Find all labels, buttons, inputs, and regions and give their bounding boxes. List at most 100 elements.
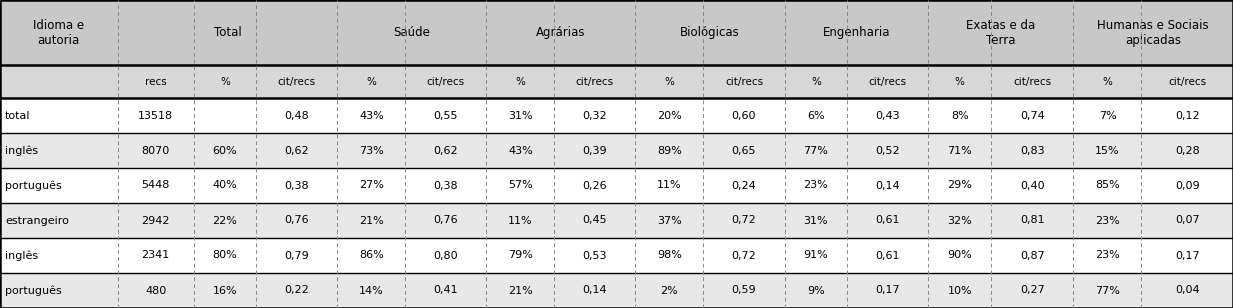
Text: 8%: 8% — [951, 111, 969, 120]
Text: 0,79: 0,79 — [285, 250, 309, 261]
Text: 0,14: 0,14 — [583, 286, 607, 295]
Text: 91%: 91% — [804, 250, 829, 261]
Bar — [0, 238, 1233, 273]
Text: 77%: 77% — [1095, 286, 1120, 295]
Text: 0,38: 0,38 — [285, 180, 309, 191]
Bar — [0, 0, 1233, 65]
Text: 0,43: 0,43 — [875, 111, 900, 120]
Text: 60%: 60% — [212, 145, 237, 156]
Text: 0,52: 0,52 — [875, 145, 900, 156]
Text: Saúde: Saúde — [393, 26, 430, 39]
Text: 2942: 2942 — [142, 216, 170, 225]
Text: 0,76: 0,76 — [285, 216, 309, 225]
Text: 0,59: 0,59 — [731, 286, 756, 295]
Bar — [0, 98, 1233, 133]
Text: 23%: 23% — [804, 180, 829, 191]
Text: Humanas e Sociais
aplicadas: Humanas e Sociais aplicadas — [1097, 18, 1210, 47]
Text: 0,09: 0,09 — [1175, 180, 1200, 191]
Text: 0,72: 0,72 — [731, 216, 756, 225]
Text: 0,60: 0,60 — [731, 111, 756, 120]
Bar — [0, 65, 1233, 98]
Text: 2341: 2341 — [142, 250, 170, 261]
Text: 0,17: 0,17 — [1175, 250, 1200, 261]
Text: %: % — [366, 76, 376, 87]
Text: 0,45: 0,45 — [583, 216, 607, 225]
Text: 0,55: 0,55 — [434, 111, 459, 120]
Text: 5448: 5448 — [142, 180, 170, 191]
Text: %: % — [515, 76, 525, 87]
Text: 0,72: 0,72 — [731, 250, 756, 261]
Text: 85%: 85% — [1095, 180, 1120, 191]
Text: 0,38: 0,38 — [434, 180, 459, 191]
Text: 23%: 23% — [1095, 250, 1120, 261]
Text: 90%: 90% — [947, 250, 972, 261]
Text: 0,22: 0,22 — [285, 286, 309, 295]
Text: 14%: 14% — [359, 286, 383, 295]
Text: 29%: 29% — [947, 180, 972, 191]
Text: cit/recs: cit/recs — [1168, 76, 1206, 87]
Text: 71%: 71% — [947, 145, 972, 156]
Text: cit/recs: cit/recs — [1014, 76, 1052, 87]
Text: português: português — [5, 180, 62, 191]
Text: 11%: 11% — [508, 216, 533, 225]
Text: estrangeiro: estrangeiro — [5, 216, 69, 225]
Text: 0,83: 0,83 — [1020, 145, 1044, 156]
Text: 0,24: 0,24 — [731, 180, 756, 191]
Text: 80%: 80% — [212, 250, 237, 261]
Text: Biológicas: Biológicas — [681, 26, 740, 39]
Text: inglês: inglês — [5, 145, 38, 156]
Text: %: % — [219, 76, 229, 87]
Text: 0,04: 0,04 — [1175, 286, 1200, 295]
Text: 0,40: 0,40 — [1020, 180, 1044, 191]
Text: recs: recs — [144, 76, 166, 87]
Text: 0,53: 0,53 — [583, 250, 607, 261]
Text: 0,14: 0,14 — [875, 180, 900, 191]
Text: 0,07: 0,07 — [1175, 216, 1200, 225]
Text: 73%: 73% — [359, 145, 383, 156]
Text: Idioma e
autoria: Idioma e autoria — [33, 18, 84, 47]
Text: 0,87: 0,87 — [1020, 250, 1044, 261]
Text: 32%: 32% — [947, 216, 972, 225]
Text: 0,41: 0,41 — [434, 286, 459, 295]
Text: 31%: 31% — [508, 111, 533, 120]
Text: %: % — [954, 76, 964, 87]
Text: 0,65: 0,65 — [731, 145, 756, 156]
Text: 37%: 37% — [657, 216, 682, 225]
Text: 0,80: 0,80 — [434, 250, 459, 261]
Text: 20%: 20% — [657, 111, 682, 120]
Text: 0,28: 0,28 — [1175, 145, 1200, 156]
Text: Engenharia: Engenharia — [822, 26, 890, 39]
Bar — [0, 273, 1233, 308]
Text: 0,17: 0,17 — [875, 286, 900, 295]
Text: 40%: 40% — [212, 180, 237, 191]
Text: 9%: 9% — [808, 286, 825, 295]
Text: 98%: 98% — [657, 250, 682, 261]
Text: %: % — [665, 76, 674, 87]
Text: 15%: 15% — [1095, 145, 1120, 156]
Text: 31%: 31% — [804, 216, 829, 225]
Text: 27%: 27% — [359, 180, 383, 191]
Text: %: % — [1102, 76, 1112, 87]
Text: 0,81: 0,81 — [1020, 216, 1044, 225]
Text: cit/recs: cit/recs — [277, 76, 316, 87]
Text: 79%: 79% — [508, 250, 533, 261]
Bar — [0, 133, 1233, 168]
Text: 77%: 77% — [804, 145, 829, 156]
Text: 0,27: 0,27 — [1020, 286, 1044, 295]
Text: Total: Total — [213, 26, 242, 39]
Text: 0,32: 0,32 — [583, 111, 607, 120]
Text: 13518: 13518 — [138, 111, 173, 120]
Text: 89%: 89% — [657, 145, 682, 156]
Text: total: total — [5, 111, 31, 120]
Text: 57%: 57% — [508, 180, 533, 191]
Text: 0,12: 0,12 — [1175, 111, 1200, 120]
Text: 22%: 22% — [212, 216, 237, 225]
Bar — [0, 168, 1233, 203]
Text: 0,62: 0,62 — [285, 145, 309, 156]
Text: 16%: 16% — [212, 286, 237, 295]
Text: 6%: 6% — [808, 111, 825, 120]
Text: 11%: 11% — [657, 180, 682, 191]
Text: 0,48: 0,48 — [285, 111, 309, 120]
Text: 43%: 43% — [508, 145, 533, 156]
Text: Exatas e da
Terra: Exatas e da Terra — [967, 18, 1036, 47]
